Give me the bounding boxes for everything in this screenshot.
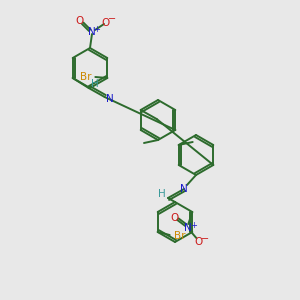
Text: +: + (190, 220, 197, 230)
Text: O: O (194, 237, 202, 247)
Text: Br: Br (174, 231, 185, 241)
Text: N: N (184, 223, 192, 233)
Text: N: N (106, 94, 114, 104)
Text: −: − (201, 234, 209, 244)
Text: H: H (91, 79, 99, 89)
Text: O: O (170, 213, 178, 223)
Text: N: N (180, 184, 188, 194)
Text: O: O (102, 18, 110, 28)
Text: N: N (88, 27, 96, 37)
Text: O: O (75, 16, 83, 26)
Text: Br: Br (80, 72, 91, 82)
Text: +: + (94, 25, 100, 34)
Text: H: H (158, 189, 166, 199)
Text: −: − (108, 14, 116, 24)
